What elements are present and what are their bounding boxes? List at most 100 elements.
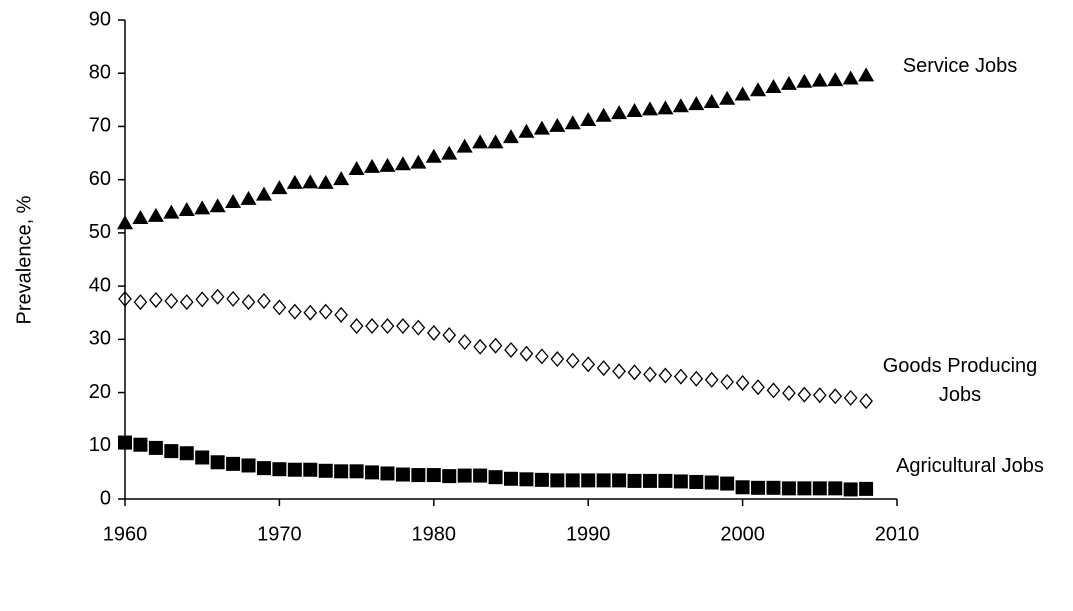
marker: [318, 303, 333, 320]
y-tick-label: 50: [89, 221, 111, 243]
marker: [626, 103, 643, 118]
marker: [225, 194, 242, 209]
y-axis-label: Prevalence, %: [13, 195, 35, 324]
marker: [673, 474, 688, 489]
marker: [149, 291, 163, 308]
marker: [581, 473, 596, 488]
marker: [565, 352, 580, 369]
marker: [442, 469, 457, 484]
marker: [473, 468, 488, 483]
marker: [396, 318, 410, 335]
marker: [349, 464, 364, 479]
marker: [766, 382, 781, 399]
marker: [241, 294, 256, 311]
marker: [473, 338, 487, 355]
marker: [704, 475, 719, 490]
marker: [580, 112, 597, 127]
marker: [457, 333, 472, 350]
marker: [410, 154, 427, 169]
marker: [689, 474, 704, 489]
marker: [303, 304, 318, 321]
y-tick-label: 60: [89, 168, 111, 190]
marker: [241, 458, 256, 473]
marker: [178, 202, 195, 217]
marker: [210, 455, 225, 470]
x-tick-label: 1960: [103, 523, 148, 545]
marker: [843, 389, 858, 406]
marker: [334, 464, 349, 479]
marker: [272, 299, 287, 316]
marker: [287, 303, 302, 320]
marker: [719, 90, 736, 105]
marker: [859, 481, 874, 496]
marker: [287, 462, 302, 477]
marker: [843, 482, 858, 497]
marker: [379, 157, 396, 172]
marker: [750, 82, 767, 97]
marker: [519, 345, 534, 362]
marker: [689, 370, 704, 387]
marker: [596, 360, 611, 377]
marker: [751, 480, 766, 495]
marker: [226, 456, 241, 471]
marker: [488, 337, 503, 354]
marker: [302, 174, 319, 189]
marker: [209, 198, 226, 213]
marker: [828, 481, 843, 496]
marker: [688, 96, 705, 111]
marker: [565, 473, 580, 488]
marker: [380, 318, 395, 335]
x-tick-label: 2000: [720, 523, 765, 545]
marker: [550, 473, 565, 488]
marker: [535, 348, 549, 365]
marker: [226, 290, 240, 307]
marker: [672, 98, 689, 113]
marker: [642, 473, 657, 488]
series-label: Service Jobs: [902, 55, 1018, 77]
marker: [734, 86, 751, 101]
marker: [364, 158, 381, 173]
marker: [194, 200, 211, 215]
x-tick-label: 2010: [875, 523, 920, 545]
marker: [441, 145, 458, 160]
marker: [643, 366, 657, 383]
marker: [286, 174, 303, 189]
marker: [456, 138, 473, 153]
x-tick-label: 1980: [412, 523, 457, 545]
marker: [703, 93, 720, 108]
marker: [827, 72, 844, 87]
marker: [534, 472, 549, 487]
marker: [148, 440, 163, 455]
y-tick-label: 10: [89, 434, 111, 456]
y-tick-label: 20: [89, 381, 111, 403]
marker: [426, 468, 441, 483]
y-tick-label: 70: [89, 115, 111, 137]
marker: [488, 470, 503, 485]
y-tick-label: 90: [89, 8, 111, 30]
marker: [147, 207, 164, 222]
marker: [334, 306, 349, 323]
marker: [179, 446, 194, 461]
marker: [164, 293, 179, 310]
marker: [612, 473, 627, 488]
marker: [657, 100, 674, 115]
marker: [132, 209, 149, 224]
marker: [117, 215, 133, 230]
series-label: Goods Producing Jobs: [882, 355, 1038, 406]
marker: [164, 444, 179, 459]
marker: [257, 293, 271, 310]
marker: [842, 70, 859, 85]
marker: [641, 101, 658, 116]
marker: [457, 468, 472, 483]
marker: [118, 435, 132, 450]
marker: [765, 79, 782, 94]
marker: [504, 341, 518, 358]
marker: [797, 481, 812, 496]
marker: [533, 120, 550, 135]
marker: [796, 73, 813, 88]
marker: [720, 476, 735, 491]
marker: [272, 462, 287, 477]
marker: [720, 373, 735, 390]
